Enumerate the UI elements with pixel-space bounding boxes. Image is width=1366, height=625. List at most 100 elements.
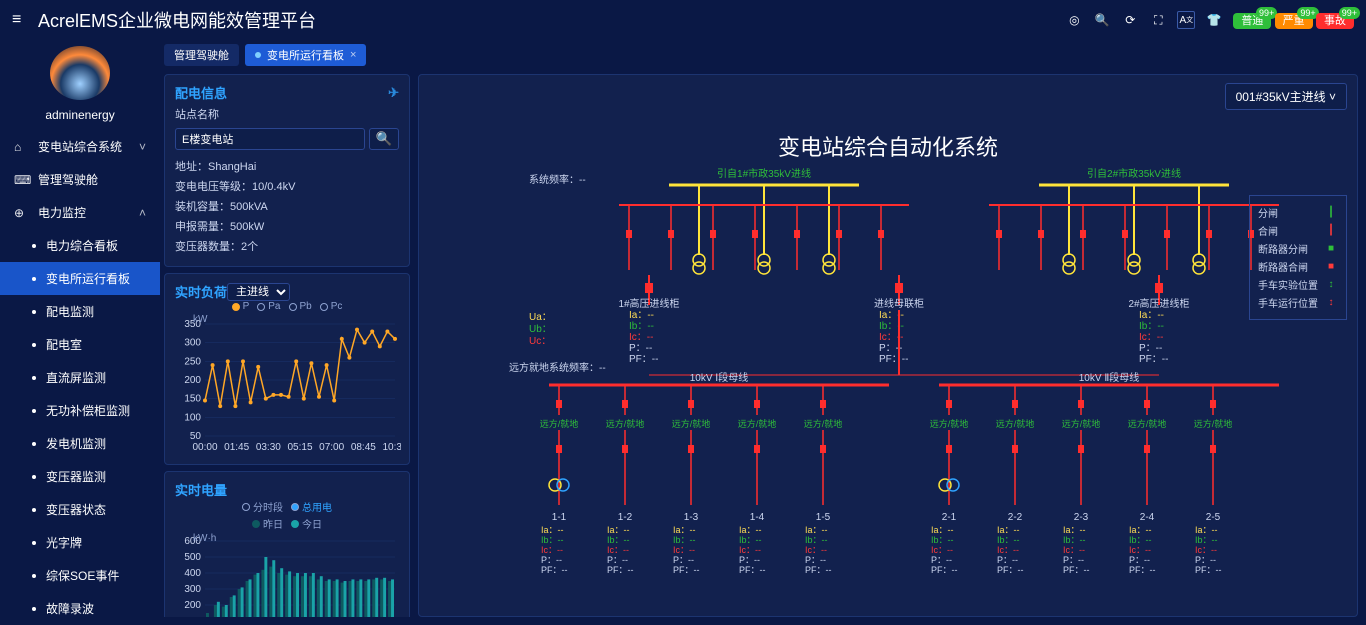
nav-sub-item[interactable]: 综保SOE事件: [0, 559, 160, 592]
svg-text:150: 150: [184, 394, 201, 405]
load-line-select[interactable]: 主进线: [227, 283, 290, 301]
svg-text:01:45: 01:45: [224, 442, 249, 453]
nav-sub-item[interactable]: 电力综合看板: [0, 229, 160, 262]
nav-sub-item[interactable]: 变压器状态: [0, 493, 160, 526]
svg-text:200: 200: [184, 600, 201, 611]
nav-sub-item[interactable]: 无功补偿柜监测: [0, 394, 160, 427]
info-row: 装机容量：500kVA: [175, 198, 399, 214]
legend-item[interactable]: 今日: [291, 516, 322, 531]
svg-text:Ia：--: Ia：--: [1129, 525, 1152, 535]
svg-text:远方/就地: 远方/就地: [540, 418, 579, 429]
svg-text:400: 400: [184, 568, 201, 579]
single-line-diagram: 系统频率：--引自1#市政35kV进线引自2#市政35kV进线1#高压进线柜进线…: [419, 75, 1358, 615]
mode-option[interactable]: 分时段: [242, 499, 283, 514]
legend-item[interactable]: 昨日: [252, 516, 283, 531]
svg-text:PF：--: PF：--: [739, 565, 766, 575]
legend-item[interactable]: Pc: [320, 301, 343, 312]
svg-text:300: 300: [184, 584, 201, 595]
svg-text:远方/就地: 远方/就地: [672, 418, 711, 429]
svg-text:远方/就地: 远方/就地: [1194, 418, 1233, 429]
theme-icon[interactable]: 👕: [1205, 11, 1223, 29]
fullscreen-icon[interactable]: ⛶: [1149, 11, 1167, 29]
svg-text:2-5: 2-5: [1206, 512, 1221, 523]
svg-text:Ic：--: Ic：--: [997, 545, 1019, 555]
energy-panel: 实时电量 分时段总用电 昨日今日 kW·h 010020030040050060…: [164, 471, 410, 617]
search-icon[interactable]: 🔍: [1093, 11, 1111, 29]
nav-sub-item[interactable]: 光字牌: [0, 526, 160, 559]
svg-text:08:45: 08:45: [351, 442, 376, 453]
menu-icon[interactable]: ≡: [12, 11, 30, 29]
lang-icon[interactable]: A文: [1177, 11, 1195, 29]
svg-text:PF：--: PF：--: [541, 565, 568, 575]
svg-text:P：--: P：--: [997, 555, 1018, 565]
site-label: 站点名称: [175, 106, 399, 122]
svg-text:2-1: 2-1: [942, 512, 957, 523]
svg-text:Ic：--: Ic：--: [1063, 545, 1085, 555]
energy-title: 实时电量: [175, 480, 227, 499]
svg-text:引自2#市政35kV进线: 引自2#市政35kV进线: [1087, 167, 1181, 180]
nav-item[interactable]: ⌂变电站综合系统˅: [0, 130, 160, 163]
nav-sub-item[interactable]: 变压器监测: [0, 460, 160, 493]
diagram-panel: 001#35kV主进线 ˅ 变电站综合自动化系统 系统频率：--引自1#市政35…: [418, 74, 1358, 617]
nav-sub-item[interactable]: 直流屏监测: [0, 361, 160, 394]
info-row: 变压器数量：2个: [175, 238, 399, 254]
legend-item[interactable]: Pb: [289, 301, 312, 312]
nav-sub-item[interactable]: 故障录波: [0, 592, 160, 625]
send-icon[interactable]: ✈: [388, 85, 399, 101]
brand-title: AcrelEMS企业微电网能效管理平台: [38, 7, 1065, 33]
svg-text:远方/就地: 远方/就地: [1128, 418, 1167, 429]
svg-text:100: 100: [184, 616, 201, 617]
svg-text:Ic：--: Ic：--: [805, 545, 827, 555]
svg-text:Ia：--: Ia：--: [879, 310, 904, 321]
svg-text:10kV Ⅰ段母线: 10kV Ⅰ段母线: [690, 371, 749, 384]
svg-text:P：--: P：--: [1129, 555, 1150, 565]
svg-text:PF：--: PF：--: [1139, 354, 1168, 365]
svg-text:PF：--: PF：--: [629, 354, 658, 365]
info-panel: 配电信息✈ 站点名称 🔍 地址：ShangHai变电电压等级：10/0.4kV装…: [164, 74, 410, 267]
nav-sub-item[interactable]: 发电机监测: [0, 427, 160, 460]
avatar[interactable]: [50, 46, 110, 100]
svg-text:200: 200: [184, 375, 201, 386]
refresh-icon[interactable]: ⟳: [1121, 11, 1139, 29]
info-row: 地址：ShangHai: [175, 158, 399, 174]
alert-pill[interactable]: 普通99+: [1233, 13, 1271, 29]
mode-option[interactable]: 总用电: [291, 499, 332, 514]
legend-item[interactable]: Pa: [257, 301, 280, 312]
svg-text:Ia：--: Ia：--: [1063, 525, 1086, 535]
svg-text:远方/就地: 远方/就地: [804, 418, 843, 429]
svg-text:Ic：--: Ic：--: [1129, 545, 1151, 555]
svg-text:PF：--: PF：--: [931, 565, 958, 575]
info-row: 申报需量：500kW: [175, 218, 399, 234]
site-input[interactable]: [175, 128, 365, 150]
alert-pill[interactable]: 严重99+: [1275, 13, 1313, 29]
svg-text:远方就地: 远方就地: [509, 361, 549, 374]
nav-item[interactable]: ⌨管理驾驶舱: [0, 163, 160, 196]
tab[interactable]: 变电所运行看板×: [245, 44, 366, 66]
svg-text:2#高压进线柜: 2#高压进线柜: [1128, 297, 1189, 310]
nav-sub-item[interactable]: 配电室: [0, 328, 160, 361]
svg-text:P：--: P：--: [629, 343, 652, 354]
svg-text:Ic：--: Ic：--: [739, 545, 761, 555]
svg-text:Ib：--: Ib：--: [997, 535, 1020, 545]
svg-text:Ub：: Ub：: [529, 324, 552, 335]
svg-text:Ia：--: Ia：--: [1195, 525, 1218, 535]
svg-text:PF：--: PF：--: [1063, 565, 1090, 575]
svg-text:Ia：--: Ia：--: [629, 310, 654, 321]
svg-text:100: 100: [184, 412, 201, 423]
svg-text:P：--: P：--: [1139, 343, 1162, 354]
svg-text:进线母联柜: 进线母联柜: [874, 297, 924, 310]
alert-pill[interactable]: 事故99+: [1316, 13, 1354, 29]
svg-text:05:15: 05:15: [287, 442, 312, 453]
svg-text:远方/就地: 远方/就地: [1062, 418, 1101, 429]
svg-text:Uc：: Uc：: [529, 336, 551, 347]
site-search-button[interactable]: 🔍: [369, 128, 399, 150]
svg-text:07:00: 07:00: [319, 442, 344, 453]
target-icon[interactable]: ◎: [1065, 11, 1083, 29]
svg-text:引自1#市政35kV进线: 引自1#市政35kV进线: [717, 167, 811, 180]
nav-item[interactable]: ⊕电力监控˄: [0, 196, 160, 229]
nav-sub-item[interactable]: 配电监测: [0, 295, 160, 328]
nav-sub-item[interactable]: 变电所运行看板: [0, 262, 160, 295]
legend-item[interactable]: P: [232, 301, 250, 312]
tab[interactable]: 管理驾驶舱: [164, 44, 239, 66]
svg-text:Ib：--: Ib：--: [629, 321, 654, 332]
